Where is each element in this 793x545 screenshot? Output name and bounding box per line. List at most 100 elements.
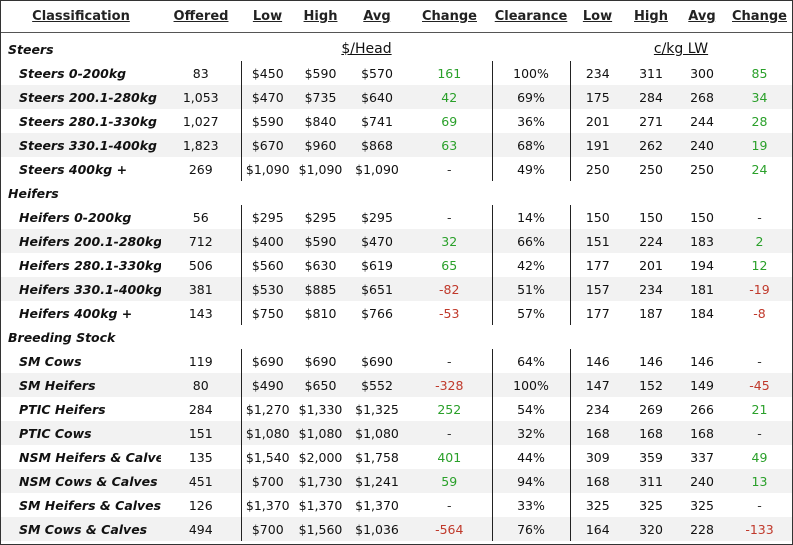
offered-cell: 1,823 [161, 133, 241, 157]
high-kg-cell: 250 [639, 161, 663, 177]
clearance-cell: 14% [517, 209, 545, 225]
clearance-cell: 64% [517, 353, 545, 369]
low-kg-cell: 168 [569, 469, 625, 493]
avg-head-cell: $1,080 [347, 421, 407, 445]
change-head-cell: -328 [407, 373, 493, 397]
header-high-kg: High [625, 0, 677, 33]
table-row: SM Heifers 80 $490 $650 $552 -328 100% 147 152 14… [1, 373, 792, 397]
header-high: High [294, 0, 347, 33]
avg-kg-cell: 266 [690, 401, 714, 417]
table-row: Steers 400kg +269 $1,090 $1,090 $1,090-49% 2… [1, 157, 792, 181]
low-head-cell: $530 [240, 277, 294, 301]
high-kg-cell: 146 [639, 353, 663, 369]
change-head-cell: -564 [407, 517, 493, 541]
high-kg-cell: 320 [625, 517, 677, 541]
avg-head-cell: $868 [347, 133, 407, 157]
high-kg-cell: 311 [639, 65, 663, 81]
avg-head-cell: $1,090 [355, 161, 399, 177]
low-kg-cell: 177 [569, 253, 625, 277]
low-kg-cell: 151 [569, 229, 625, 253]
separator-cell [1, 32, 161, 37]
table-row: NSM Cows & Calves 451 $700 $1,730 $1,241 59 94… [1, 469, 792, 493]
header-avg-kg: Avg [677, 0, 727, 33]
clearance-cell: 76% [492, 517, 570, 541]
change-kg-cell: 85 [751, 65, 768, 81]
avg-head-cell: $766 [361, 305, 393, 321]
high-head-cell: $2,000 [298, 449, 343, 465]
separator-cell [570, 32, 625, 37]
offered-cell: 119 [188, 353, 213, 369]
offered-cell: 83 [192, 65, 209, 81]
low-head-cell: $700 [240, 517, 294, 541]
change-kg-cell: 21 [751, 401, 768, 417]
change-head-cell: 42 [407, 85, 493, 109]
change-kg-cell: -45 [727, 373, 792, 397]
avg-kg-cell: 194 [690, 257, 714, 273]
avg-head-cell: $570 [361, 65, 393, 81]
offered-cell: 80 [161, 373, 241, 397]
clearance-cell: 54% [517, 401, 545, 417]
high-kg-cell: 234 [625, 277, 677, 301]
avg-head-cell: $619 [361, 257, 393, 273]
change-head-cell: -82 [407, 277, 493, 301]
offered-cell: 1,027 [182, 113, 219, 129]
section-row: Breeding Stock [1, 325, 792, 349]
change-kg-cell: 13 [727, 469, 792, 493]
classification-cell: Heifers 330.1-400kg [1, 277, 161, 301]
unit-head-label: $/Head [341, 41, 392, 57]
low-kg-cell: 147 [569, 373, 625, 397]
table-row: Heifers 330.1-400kg 381 $530 $885 $651 -82 51%… [1, 277, 792, 301]
table-row: PTIC Cows 151 $1,080 $1,080 $1,080-32% 168 168… [1, 421, 792, 445]
avg-head-cell: $741 [361, 113, 393, 129]
avg-kg-cell: 149 [677, 373, 727, 397]
high-kg-cell: 271 [639, 113, 663, 129]
separator-cell [407, 32, 492, 37]
low-head-cell: $1,370 [240, 493, 294, 517]
low-head-cell: $1,540 [240, 445, 294, 469]
high-head-cell: $590 [304, 65, 337, 81]
table-row: Steers 0-200kg 83 $450 $590 $570 161 100% 234 31… [1, 61, 792, 85]
clearance-cell: 100% [513, 65, 549, 81]
low-kg-cell: 157 [569, 277, 625, 301]
high-head-cell: $690 [304, 353, 337, 369]
change-head-cell: -53 [407, 301, 493, 325]
clearance-cell: 32% [492, 421, 570, 445]
offered-cell: 494 [161, 517, 241, 541]
classification-cell: Steers 0-200kg [19, 65, 127, 81]
low-head-cell: $1,080 [240, 421, 294, 445]
avg-kg-cell: 244 [690, 113, 714, 129]
separator-cell [161, 32, 241, 37]
low-kg-cell: 150 [569, 205, 625, 229]
low-head-cell: $1,090 [240, 157, 294, 181]
low-head-cell: $1,270 [240, 397, 294, 421]
clearance-cell: 94% [492, 469, 570, 493]
separator-cell [294, 32, 347, 37]
table-row: Steers 280.1-330kg 1,027 $590 $840 $741 69 36%… [1, 109, 792, 133]
table-row: Heifers 400kg + 143 $750 $810 $766 -53 57% 177 1… [1, 301, 792, 325]
high-kg-cell: 201 [639, 257, 663, 273]
change-head-cell: 65 [407, 253, 493, 277]
header-change-kg: Change [727, 0, 792, 33]
avg-kg-cell: 181 [677, 277, 727, 301]
classification-cell: Heifers 0-200kg [19, 209, 132, 225]
change-head-cell: - [407, 421, 493, 445]
change-head-cell: 161 [407, 61, 493, 85]
avg-kg-cell: 325 [690, 497, 714, 513]
change-kg-cell: 34 [727, 85, 792, 109]
offered-cell: 143 [188, 305, 213, 321]
high-kg-cell: 168 [625, 421, 677, 445]
header-row: Classification Offered Low High Avg Chan… [1, 0, 792, 33]
offered-cell: 56 [192, 209, 209, 225]
change-head-cell: 252 [407, 397, 493, 421]
low-head-cell: $670 [240, 133, 294, 157]
change-head-cell: 59 [407, 469, 493, 493]
change-head-cell: - [407, 349, 493, 373]
high-head-cell: $590 [294, 229, 347, 253]
table-row: SM Heifers & Calves 126 $1,370 $1,370 $1,370… [1, 493, 792, 517]
classification-cell: Steers 400kg + [19, 161, 128, 177]
high-head-cell: $650 [294, 373, 347, 397]
high-head-cell: $885 [294, 277, 347, 301]
high-kg-cell: 325 [639, 497, 663, 513]
